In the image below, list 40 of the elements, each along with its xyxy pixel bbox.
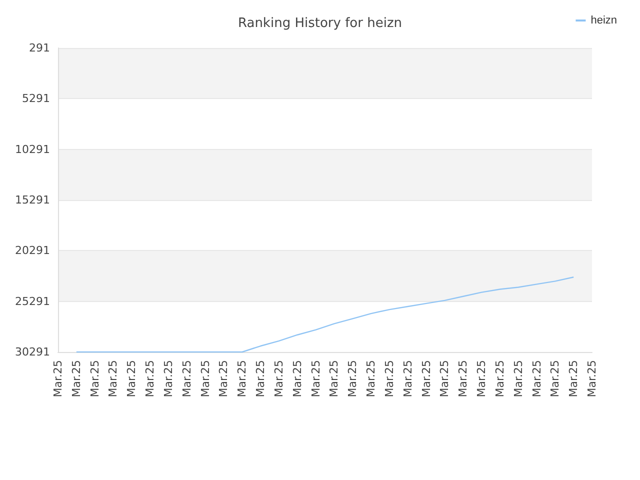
x-tick-label: Mar.25 [401, 360, 414, 398]
y-tick-label: 5291 [22, 92, 50, 106]
x-tick-label: Mar.25 [70, 360, 83, 398]
line-series [76, 276, 574, 353]
legend-label: heizn [590, 14, 617, 26]
x-tick-label: Mar.25 [346, 360, 360, 398]
x-tick-label: Mar.25 [236, 360, 249, 398]
y-tick-label: 291 [29, 42, 50, 54]
x-tick-label: Mar.25 [198, 360, 212, 398]
x-tick-label: Mar.25 [162, 360, 175, 398]
x-tick-label: Mar.25 [382, 360, 396, 398]
x-tick-label: Mar.25 [309, 360, 322, 398]
x-tick-label: Mar.25 [254, 360, 268, 398]
x-tick-label: Mar.25 [180, 360, 194, 398]
x-tick-label: Mar.25 [144, 360, 157, 398]
y-tick-label: 15291 [15, 194, 50, 206]
x-tick-label: Mar.25 [586, 360, 598, 398]
x-tick-label: Mar.25 [456, 360, 470, 398]
y-tick-label: 25291 [15, 294, 50, 308]
x-tick-label: Mar.25 [512, 360, 525, 398]
x-tick-label: Mar.25 [272, 360, 286, 398]
x-tick-label: Mar.25 [420, 360, 433, 398]
y-tick-label: 20291 [15, 244, 50, 258]
x-tick-label: Mar.25 [88, 360, 102, 398]
chart-title: Ranking History for heizn [238, 16, 402, 31]
x-tick-label: Mar.25 [493, 360, 506, 398]
x-tick-label: Mar.25 [364, 360, 378, 398]
x-tick-label: Mar.25 [328, 360, 341, 398]
x-tick-label: Mar.25 [290, 360, 304, 398]
y-tick-label: 10291 [15, 142, 50, 156]
x-tick-label: Mar.25 [530, 360, 544, 398]
x-tick-label: Mar.25 [106, 360, 120, 398]
x-tick-label: Mar.25 [125, 360, 138, 398]
x-tick-label: Mar.25 [217, 360, 230, 398]
x-tick-label: Mar.25 [475, 360, 488, 398]
y-tick-label: 30291 [15, 346, 50, 358]
x-tick-label: Mar.25 [438, 360, 452, 398]
x-tick-label: Mar.25 [548, 360, 562, 398]
x-tick-label: Mar.25 [567, 360, 580, 398]
x-tick-label: Mar.25 [52, 360, 64, 398]
